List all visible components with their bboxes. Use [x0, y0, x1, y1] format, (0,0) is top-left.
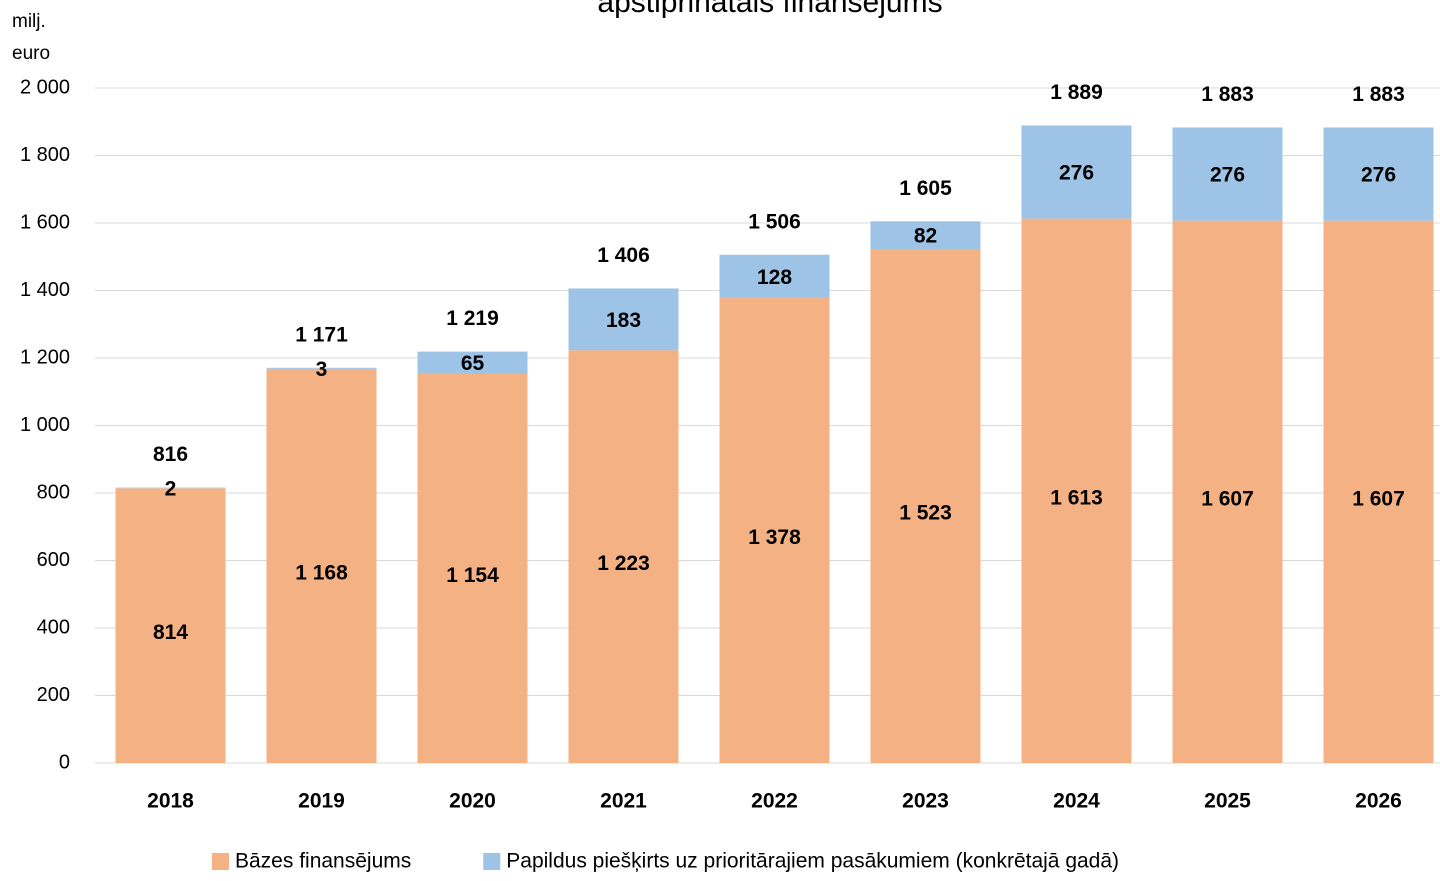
bar-segment: [1172, 127, 1283, 221]
y-tick-label: 2 000: [20, 76, 70, 98]
bar-segment: [870, 221, 981, 249]
y-tick-label: 600: [37, 549, 70, 571]
y-tick-label: 1 600: [20, 211, 70, 233]
bar-segment: [870, 248, 981, 764]
data-label: 128: [757, 266, 792, 289]
bar-segment: [417, 373, 528, 763]
data-label: 2: [165, 477, 177, 500]
bar-segment: [266, 367, 377, 369]
x-tick-label: 2026: [1355, 790, 1402, 813]
legend-swatch: [212, 853, 229, 870]
data-label: 276: [1059, 162, 1094, 185]
bar-segment: [1323, 220, 1434, 763]
data-label: 3: [316, 358, 328, 381]
x-tick-label: 2021: [600, 790, 647, 813]
data-label: 65: [461, 352, 485, 375]
bar-segment: [417, 351, 528, 374]
x-tick-label: 2020: [449, 790, 496, 813]
total-label: 1 506: [748, 210, 801, 233]
data-label: 1 154: [446, 564, 499, 587]
total-label: 1 883: [1352, 83, 1405, 106]
data-label: 1 523: [899, 502, 952, 525]
x-tick-label: 2018: [147, 790, 194, 813]
x-tick-label: 2023: [902, 790, 949, 813]
y-tick-label: 400: [37, 616, 70, 638]
bar-segment: [115, 487, 226, 489]
x-tick-label: 2025: [1204, 790, 1251, 813]
bar-segment: [1172, 220, 1283, 763]
total-label: 1 219: [446, 307, 499, 330]
legend-label: Bāzes finansējums: [235, 850, 411, 873]
data-label: 276: [1210, 164, 1245, 187]
y-tick-label: 1 000: [20, 414, 70, 436]
y-tick-label: 1 800: [20, 144, 70, 166]
total-label: 1 889: [1050, 81, 1103, 104]
total-label: 1 406: [597, 244, 650, 267]
bar-segment: [568, 288, 679, 351]
total-label: 1 883: [1201, 83, 1254, 106]
data-label: 814: [153, 621, 188, 644]
total-label: 816: [153, 443, 188, 466]
data-label: 1 223: [597, 552, 650, 575]
x-tick-label: 2024: [1053, 790, 1100, 813]
chart-title: apstiprinātais finansējums: [597, 0, 942, 19]
legend-swatch: [483, 853, 501, 870]
bar-segment: [115, 488, 226, 763]
bar-segment: [719, 297, 830, 763]
data-label: 183: [606, 309, 641, 332]
x-tick-label: 2022: [751, 790, 798, 813]
total-label: 1 605: [899, 177, 952, 200]
data-label: 82: [914, 225, 937, 248]
y-tick-label: 200: [37, 684, 70, 706]
bar-segment: [568, 350, 679, 763]
bar-segment: [266, 368, 377, 763]
data-label: 1 607: [1352, 487, 1405, 510]
bar-segment: [1021, 125, 1132, 219]
y-tick-label: 800: [37, 481, 70, 503]
bar-segment: [719, 254, 830, 298]
bar-segment: [1021, 218, 1132, 764]
data-label: 276: [1361, 164, 1396, 187]
data-label: 1 168: [295, 561, 348, 584]
x-tick-label: 2019: [298, 790, 345, 813]
y-axis-label: milj. euro: [12, 11, 50, 64]
y-tick-label: 0: [59, 751, 70, 773]
y-tick-label: 1 400: [20, 279, 70, 301]
legend-label: Papildus piešķirts uz prioritārajiem pas…: [506, 850, 1119, 873]
y-tick-label: 1 200: [20, 346, 70, 368]
data-label: 1 607: [1201, 487, 1254, 510]
bar-segment: [1323, 127, 1434, 221]
total-label: 1 171: [295, 323, 348, 346]
data-label: 1 613: [1050, 486, 1103, 509]
data-label: 1 378: [748, 526, 801, 549]
